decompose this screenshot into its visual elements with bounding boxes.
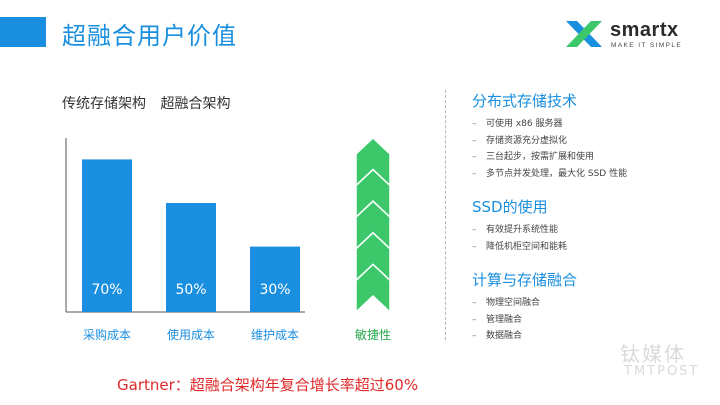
bar-value-label: 30% [259, 282, 290, 298]
watermark-subtext: TMTPOST [624, 364, 700, 379]
legend-item-traditional: 传统存储架构 [62, 96, 146, 112]
category-label: 采购成本 [83, 327, 131, 342]
footer-note: Gartner：超融合架构年复合增长率超过60% [117, 376, 419, 394]
logo-wordmark: smartx [610, 19, 679, 41]
section-ssd-usage: SSD的使用 有效提升系统性能 降低机柜空间和能耗 [472, 196, 702, 255]
bar-采购成本 [82, 159, 132, 312]
right-panel: 分布式存储技术 可使用 x86 服务器 存储资源充分虚拟化 三台起步，按需扩展和… [472, 90, 702, 359]
column-divider [445, 90, 446, 340]
title-accent-bar [0, 17, 46, 47]
section-title: 计算与存储融合 [472, 271, 578, 289]
cost-bar-chart: 70% 采购成本 50% 使用成本 30% 维护成本 敏捷性 [65, 136, 391, 342]
legend-item-hyperconverged: 超融合架构 [160, 96, 231, 112]
section-compute-storage: 计算与存储融合 物理空间融合 管理融合 数据融合 [472, 269, 702, 345]
section-distributed-storage: 分布式存储技术 可使用 x86 服务器 存储资源充分虚拟化 三台起步，按需扩展和… [472, 90, 702, 182]
list-item: 管理融合 [472, 312, 702, 329]
agility-chevron [355, 263, 391, 314]
list-item: 多节点并发处理，最大化 SSD 性能 [472, 166, 702, 183]
chart-legend: 传统存储架构 超融合架构 [62, 93, 230, 113]
list-item: 物理空间融合 [472, 295, 702, 312]
page-title: 超融合用户价值 [62, 22, 237, 50]
list-item: 有效提升系统性能 [472, 222, 702, 239]
watermark-text: 钛媒体 [620, 342, 686, 366]
smartx-logo-icon [566, 21, 602, 47]
smartx-logo: smartx MAKE IT SIMPLE [562, 17, 712, 51]
bar-value-label: 50% [175, 282, 206, 298]
category-label: 维护成本 [251, 328, 299, 342]
list-item: 存储资源充分虚拟化 [472, 133, 702, 150]
list-item: 降低机柜空间和能耗 [472, 239, 702, 256]
bar-维护成本 [250, 246, 300, 312]
list-item: 数据融合 [472, 328, 702, 345]
bar-使用成本 [166, 203, 216, 312]
section-title: 分布式存储技术 [472, 92, 578, 110]
bar-value-label: 70% [91, 282, 122, 298]
list-item: 可使用 x86 服务器 [472, 116, 702, 133]
list-item: 三台起步，按需扩展和使用 [472, 149, 702, 166]
category-label: 使用成本 [167, 327, 215, 342]
agility-label: 敏捷性 [355, 327, 391, 342]
section-title: SSD的使用 [472, 198, 548, 216]
logo-tagline: MAKE IT SIMPLE [611, 42, 683, 49]
